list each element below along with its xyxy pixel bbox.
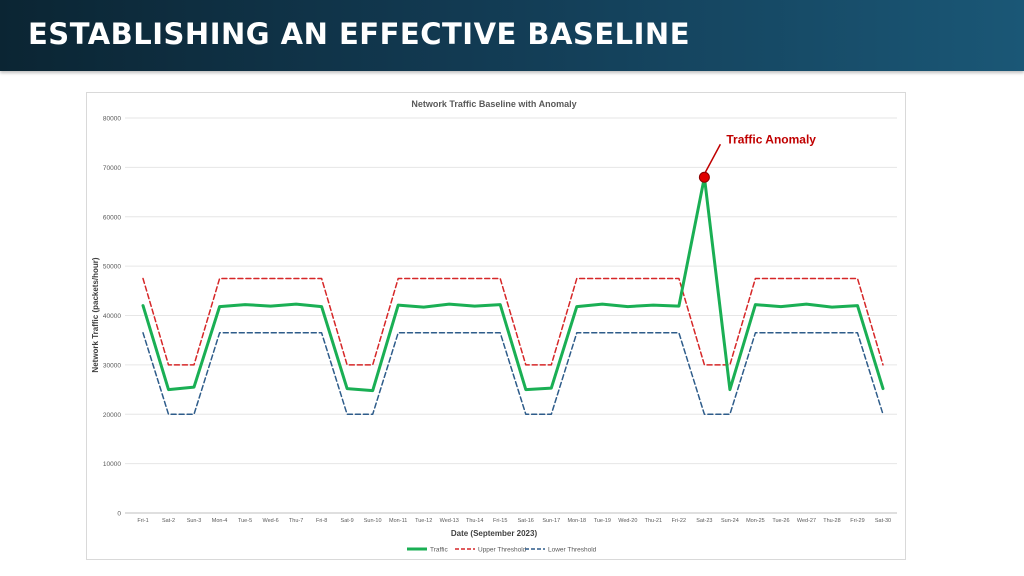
x-tick-label: Tue-5 [238, 518, 252, 524]
x-tick-label: Sun-24 [721, 518, 739, 524]
anomaly-label: Traffic Anomaly [726, 132, 816, 146]
x-tick-label: Sat-23 [696, 518, 712, 524]
y-axis-label: Network Traffic (packets/hour) [91, 257, 100, 372]
x-tick-label: Fri-1 [137, 518, 148, 524]
y-tick-label: 40000 [103, 313, 121, 320]
x-tick-label: Mon-18 [567, 518, 586, 524]
x-tick-label: Fri-29 [850, 518, 864, 524]
x-tick-label: Wed-27 [797, 518, 816, 524]
x-tick-label: Sat-30 [875, 518, 891, 524]
y-tick-label: 30000 [103, 362, 121, 369]
x-tick-label: Fri-8 [316, 518, 327, 524]
anomaly-point [698, 171, 710, 183]
y-tick-label: 50000 [103, 264, 121, 271]
x-tick-label: Thu-21 [645, 518, 662, 524]
x-tick-label: Mon-25 [746, 518, 765, 524]
x-axis-label: Date (September 2023) [451, 529, 538, 538]
anomaly-pointer [704, 143, 722, 173]
x-tick-label: Wed-13 [440, 518, 459, 524]
x-tick-label: Thu-28 [823, 518, 840, 524]
y-tick-label: 10000 [103, 461, 121, 468]
series-line-upper-threshold [142, 277, 884, 366]
x-tick-label: Sat-9 [341, 518, 354, 524]
x-tick-label: Mon-11 [389, 518, 407, 524]
x-tick-label: Sun-10 [364, 518, 382, 524]
x-tick-label: Wed-20 [618, 518, 637, 524]
y-tick-label: 80000 [103, 116, 121, 123]
x-tick-label: Wed-6 [263, 518, 279, 524]
x-tick-label: Sat-2 [162, 518, 175, 524]
legend-entry-traffic: Traffic [430, 547, 448, 554]
x-tick-label: Sun-17 [542, 518, 560, 524]
series-line-traffic [141, 175, 885, 393]
y-tick-label: 70000 [103, 165, 121, 172]
x-tick-label: Tue-26 [772, 518, 789, 524]
chart-title: Network Traffic Baseline with Anomaly [411, 99, 576, 109]
y-tick-label: 20000 [103, 412, 121, 419]
x-tick-label: Sat-16 [518, 518, 534, 524]
x-tick-label: Tue-19 [594, 518, 611, 524]
legend-entry-upper-threshold: Upper Threshold [478, 547, 527, 554]
title-banner: ESTABLISHING AN EFFECTIVE BASELINE [0, 0, 1024, 71]
slide-title: ESTABLISHING AN EFFECTIVE BASELINE [28, 17, 691, 51]
y-tick-label: 60000 [103, 214, 121, 221]
x-tick-label: Mon-4 [212, 518, 228, 524]
series-line-lower-threshold [142, 332, 884, 416]
x-tick-label: Thu-7 [289, 518, 303, 524]
y-tick-label: 0 [117, 511, 121, 518]
legend-entry-lower-threshold: Lower Threshold [548, 547, 597, 554]
x-tick-label: Fri-15 [493, 518, 507, 524]
chart-frame [86, 92, 906, 560]
x-tick-label: Sun-3 [187, 518, 202, 524]
x-tick-label: Fri-22 [672, 518, 686, 524]
x-tick-label: Thu-14 [466, 518, 483, 524]
x-tick-label: Tue-12 [415, 518, 432, 524]
